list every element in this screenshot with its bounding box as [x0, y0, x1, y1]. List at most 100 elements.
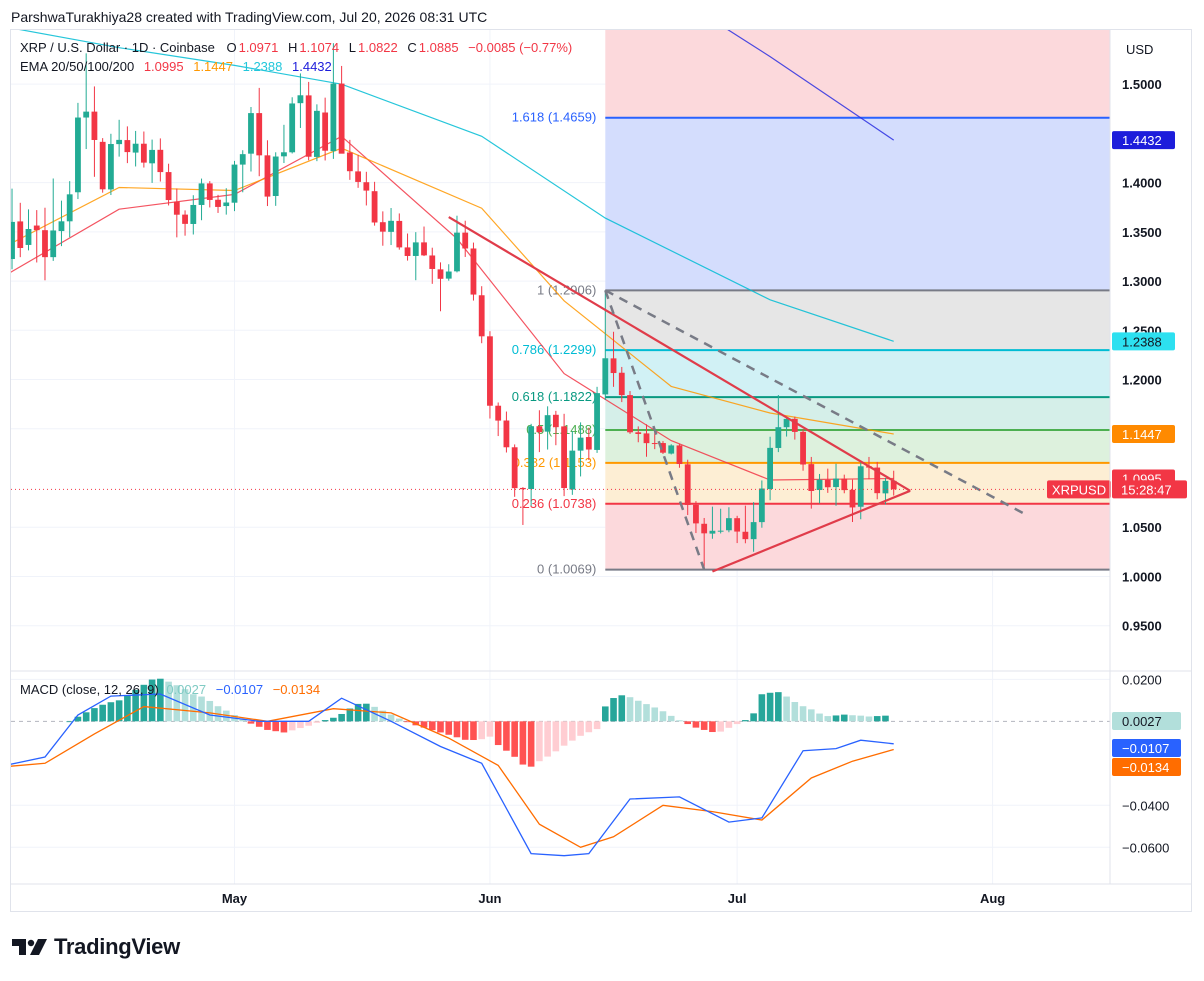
- macd-histogram-bar: [396, 718, 403, 722]
- macd-value-tag: [1112, 758, 1181, 776]
- candle: [346, 139, 353, 180]
- fib-zone-top: [605, 30, 1110, 118]
- candle: [552, 410, 559, 446]
- candle-body: [173, 201, 180, 215]
- time-axis-label: May: [222, 891, 248, 906]
- macd-value-tag: [1112, 739, 1181, 757]
- candle-body: [248, 113, 254, 154]
- candle: [520, 487, 526, 525]
- macd-histogram-bar: [700, 721, 708, 730]
- ema-line-ema200: [727, 30, 895, 141]
- candle-body: [149, 149, 155, 164]
- candle: [775, 394, 782, 453]
- candle: [396, 213, 403, 250]
- candle-body: [536, 426, 543, 433]
- macd-histogram-bar: [676, 720, 683, 722]
- candle: [676, 443, 683, 468]
- candle-body: [750, 522, 757, 540]
- candle: [297, 73, 304, 128]
- candle-body: [330, 83, 337, 152]
- candle-body: [281, 152, 287, 157]
- macd-histogram-bar: [404, 721, 411, 723]
- dashed-swing-line: [604, 289, 706, 571]
- candle: [33, 210, 40, 263]
- candle: [833, 463, 839, 506]
- low-value: 1.0822: [358, 40, 398, 55]
- candle: [215, 194, 221, 213]
- candle-body: [165, 172, 172, 201]
- candle: [330, 43, 337, 159]
- candle-body: [857, 466, 864, 507]
- candle-body: [206, 183, 213, 200]
- candle: [371, 181, 378, 226]
- candle: [256, 87, 263, 177]
- macd-histogram-bar: [379, 710, 387, 722]
- candle: [182, 210, 188, 236]
- macd-tick-label: −0.0400: [1122, 798, 1169, 813]
- candle: [108, 133, 114, 196]
- macd-histogram-bar: [709, 721, 716, 733]
- candle: [363, 171, 370, 206]
- macd-histogram-bar: [272, 721, 279, 732]
- candle: [91, 86, 98, 177]
- open-value: 1.0971: [238, 40, 279, 55]
- candle: [140, 131, 147, 168]
- candle-body: [215, 199, 221, 207]
- candle: [767, 436, 773, 501]
- candle: [709, 506, 716, 539]
- macd-histogram-bar: [618, 695, 626, 722]
- macd-histogram-bar: [643, 704, 650, 722]
- tradingview-brand[interactable]: TradingView: [12, 934, 180, 960]
- candle-body: [198, 183, 205, 205]
- candle-body: [363, 182, 370, 191]
- candle: [42, 207, 48, 281]
- ema-label[interactable]: EMA 20/50/100/200: [20, 59, 135, 74]
- candle: [388, 208, 394, 246]
- candle-body: [660, 443, 666, 453]
- candle-body: [50, 230, 57, 258]
- price-tick-label: 1.0000: [1122, 569, 1162, 584]
- macd-histogram-bar: [181, 689, 189, 722]
- price-tag-label: 1.4432: [1122, 133, 1162, 148]
- candle-body: [791, 418, 798, 432]
- candle-body: [684, 464, 691, 505]
- candle-body: [412, 242, 419, 256]
- time-axis-label: Aug: [980, 891, 1005, 906]
- candle: [734, 515, 741, 544]
- macd-tick-label: 0.0200: [1122, 672, 1162, 687]
- fibonacci-retracement: [605, 30, 1110, 571]
- candle-body: [561, 426, 567, 489]
- candle-body: [264, 155, 271, 197]
- symbol-name[interactable]: XRP / U.S. Dollar · 1D · Coinbase: [20, 40, 215, 55]
- candle: [355, 154, 361, 188]
- macd-histogram-bar: [74, 716, 82, 722]
- time-axis: May Jun Jul Aug: [11, 883, 1192, 906]
- candle-body: [577, 437, 584, 451]
- candle: [124, 126, 131, 164]
- ema-legend: EMA 20/50/100/200 1.0995 1.1447 1.2388 1…: [20, 59, 332, 74]
- candle-body: [355, 171, 361, 182]
- price-tick-label: 1.3500: [1122, 225, 1162, 240]
- candle-body: [108, 144, 114, 190]
- candle: [643, 424, 650, 457]
- candle: [577, 422, 584, 477]
- macd-histogram-bar: [659, 711, 667, 722]
- price-tag: [1112, 332, 1175, 351]
- macd-label[interactable]: MACD (close, 12, 26, 9): [20, 682, 159, 697]
- candles: [11, 43, 897, 569]
- candle-body: [487, 336, 493, 406]
- candle: [569, 431, 576, 495]
- candle-body: [58, 221, 65, 232]
- ema-line-ema50: [11, 147, 894, 435]
- macd-histogram-bar: [338, 713, 345, 722]
- candle: [25, 209, 32, 251]
- candle-body: [495, 405, 502, 421]
- macd-histogram-bar: [585, 721, 593, 733]
- macd-axis: 0.0200 −0.0400 −0.0600 0.0027 −0.0107 −0.0134: [1112, 672, 1181, 855]
- candle: [857, 462, 864, 520]
- chart-credit: ParshwaTurakhiya28 created with TradingV…: [11, 9, 488, 25]
- macd-histogram-bar: [461, 721, 469, 740]
- macd-histogram-bar: [437, 721, 444, 733]
- macd-histogram-bar: [593, 721, 601, 730]
